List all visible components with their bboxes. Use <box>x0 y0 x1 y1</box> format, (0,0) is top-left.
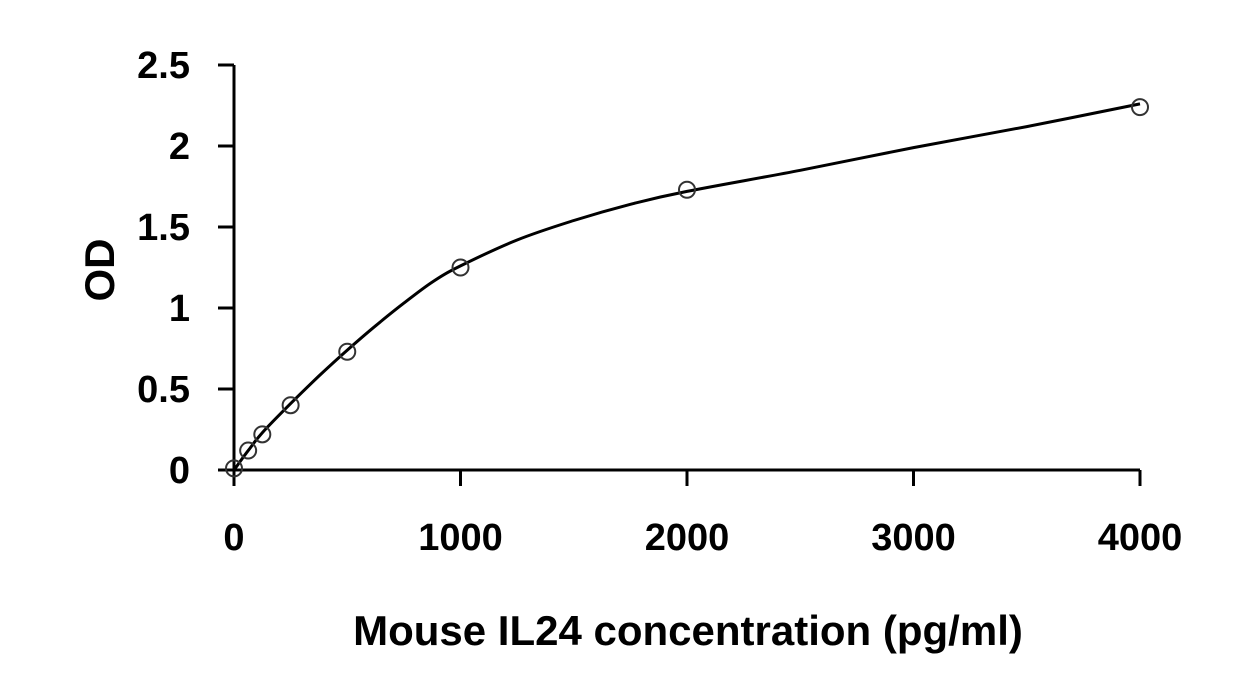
y-tick-label: 0.5 <box>137 369 190 411</box>
y-tick-label: 2.5 <box>137 45 190 87</box>
y-axis-title: OD <box>76 239 123 302</box>
x-tick-label: 0 <box>223 517 244 559</box>
y-tick-label: 1 <box>169 288 190 330</box>
data-point <box>253 425 272 444</box>
fit-curve-line <box>232 102 1141 471</box>
x-axis-ticks: 0 1000 2000 3000 4000 <box>223 470 1182 559</box>
data-point <box>451 258 470 277</box>
x-tick-label: 1000 <box>418 517 503 559</box>
data-point <box>239 441 258 460</box>
data-point <box>1131 98 1149 117</box>
data-point <box>338 342 357 361</box>
data-point <box>225 459 243 478</box>
y-tick-label: 0 <box>169 450 190 492</box>
x-tick-label: 4000 <box>1098 517 1183 559</box>
fit-curve <box>232 102 1141 471</box>
y-axis-ticks: 0 0.5 1 1.5 2 2.5 <box>137 45 234 492</box>
x-tick-label: 2000 <box>645 517 730 559</box>
axes <box>232 65 1140 472</box>
x-tick-label: 3000 <box>871 517 956 559</box>
data-points <box>225 98 1149 478</box>
data-point <box>678 180 696 199</box>
y-tick-label: 2 <box>169 126 190 168</box>
y-tick-label: 1.5 <box>137 207 190 249</box>
x-axis-title: Mouse IL24 concentration (pg/ml) <box>353 607 1023 654</box>
data-point <box>281 396 300 415</box>
